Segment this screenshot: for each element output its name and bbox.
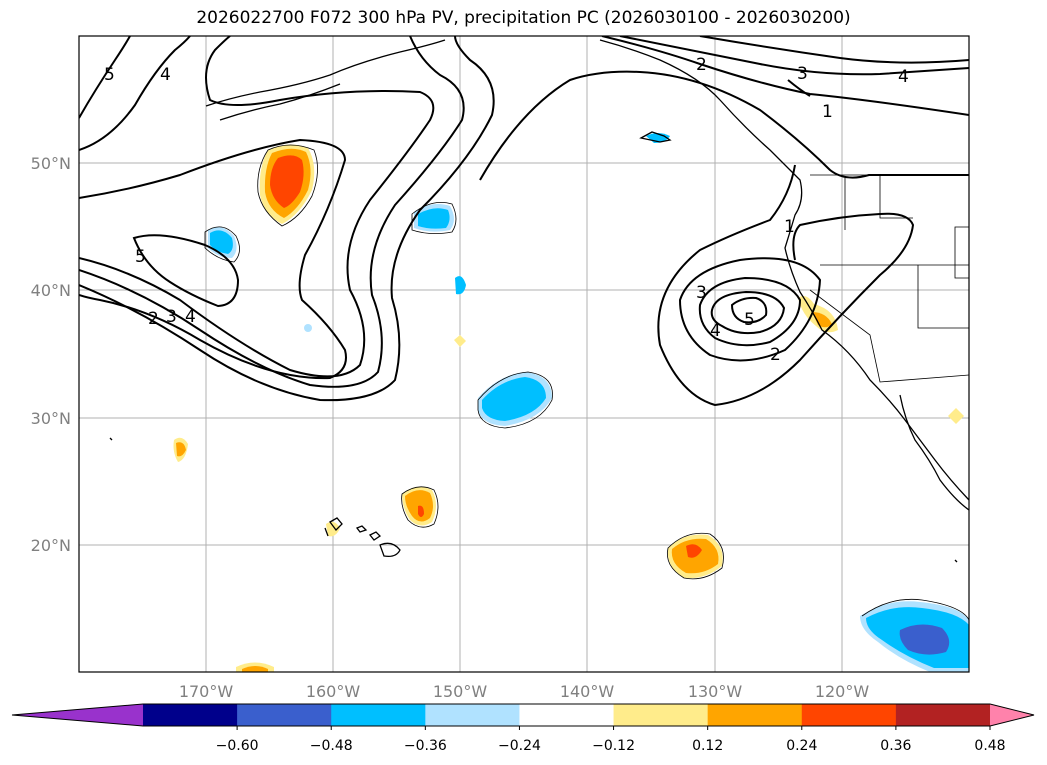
colorbar-tick-label: −0.60 <box>216 738 259 754</box>
colorbar-segment <box>237 704 332 726</box>
colorbar-segment <box>331 704 426 726</box>
contour-label: 2 <box>148 309 159 329</box>
shading-outlines <box>204 144 969 621</box>
colorbar-segment <box>519 704 615 726</box>
contour-label: 2 <box>770 345 781 365</box>
precip-blob-hawaii-positive <box>402 486 436 526</box>
precip-blob-mid-negative <box>414 204 454 232</box>
colorbar-segment <box>613 704 709 726</box>
precip-blob-small-positives <box>173 335 964 672</box>
lat-label: 30°N <box>31 409 71 428</box>
contour-label: 2 <box>696 55 707 75</box>
colorbar: −0.60 −0.48 −0.36 −0.24 −0.12 0.12 0.24 0.36 0.4… <box>11 703 1035 754</box>
contour-label: 4 <box>185 307 196 327</box>
lat-label: 40°N <box>31 281 71 300</box>
lon-label: 120°W <box>815 682 870 701</box>
colorbar-tick-label: −0.24 <box>498 738 541 754</box>
contour-label: 4 <box>160 65 171 85</box>
colorbar-extend-high <box>990 704 1034 726</box>
contour-label: 3 <box>166 307 177 327</box>
colorbar-tick-label: 0.12 <box>692 738 723 754</box>
precip-blob-se-negative <box>860 601 969 672</box>
lon-label: 140°W <box>560 682 615 701</box>
colorbar-tick-label: 0.24 <box>786 738 817 754</box>
colorbar-tick-label: −0.12 <box>592 738 635 754</box>
contour-label: 4 <box>898 67 909 87</box>
contour-labels: 5 4 5 4 3 2 2 3 4 1 1 3 4 5 2 <box>104 55 909 365</box>
political-borders <box>809 174 969 383</box>
map-title: 2026022700 F072 300 hPa PV, precipitatio… <box>196 8 851 28</box>
lat-label: 50°N <box>31 154 71 173</box>
lat-axis-labels: 50°N 40°N 30°N 20°N <box>31 154 71 555</box>
colorbar-extend-low <box>12 704 143 726</box>
map-frame <box>78 35 970 673</box>
precipitation-shading <box>173 133 969 672</box>
contour-label: 1 <box>784 217 795 237</box>
lon-label: 160°W <box>306 682 361 701</box>
lon-label: 130°W <box>688 682 743 701</box>
colorbar-tick-label: −0.36 <box>404 738 447 754</box>
contour-label: 3 <box>696 283 707 303</box>
contour-label: 5 <box>744 310 755 330</box>
lon-axis-labels: 170°W 160°W 150°W 140°W 130°W 120°W <box>179 682 870 701</box>
gridlines <box>79 36 969 672</box>
pv-contours <box>79 36 969 407</box>
colorbar-segment <box>895 704 991 726</box>
colorbar-segment <box>801 704 897 726</box>
coastlines <box>109 39 969 563</box>
colorbar-outline <box>11 703 1035 727</box>
precip-blob-center-negative <box>478 372 552 426</box>
contour-label: 5 <box>135 247 146 267</box>
colorbar-tick-label: 0.48 <box>974 738 1005 754</box>
contour-label: 4 <box>710 321 721 341</box>
lon-label: 150°W <box>433 682 488 701</box>
precip-blob-nw-positive <box>259 144 315 224</box>
colorbar-tick-label: −0.48 <box>310 738 353 754</box>
colorbar-segment <box>143 704 238 726</box>
precip-blob-south-positive <box>667 534 723 579</box>
contour-label: 3 <box>797 64 808 84</box>
contour-label: 1 <box>822 102 833 122</box>
lon-label: 170°W <box>179 682 234 701</box>
lat-label: 20°N <box>31 536 71 555</box>
colorbar-segment <box>707 704 803 726</box>
contour-label: 5 <box>104 65 115 85</box>
colorbar-segment <box>425 704 520 726</box>
colorbar-tick-label: 0.36 <box>880 738 911 754</box>
